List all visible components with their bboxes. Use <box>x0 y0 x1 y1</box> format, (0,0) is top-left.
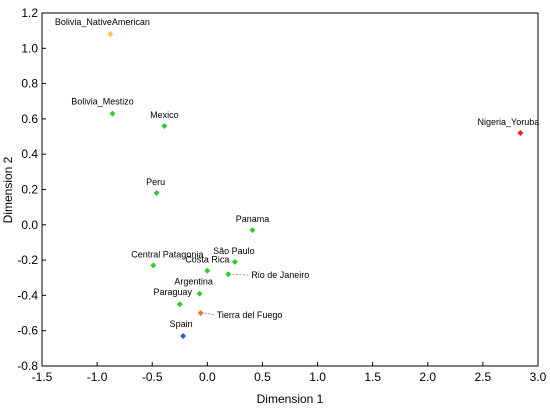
y-tick-label: 1.2 <box>21 6 38 20</box>
data-point <box>249 227 256 234</box>
x-axis-title: Dimension 1 <box>257 392 324 406</box>
y-tick-label: -0.4 <box>17 288 38 302</box>
x-tick-label: 0.5 <box>254 370 271 384</box>
leader-line <box>232 273 250 276</box>
data-point <box>204 267 211 274</box>
data-point <box>517 130 524 137</box>
plot-area-frame <box>41 12 539 367</box>
data-point <box>107 31 114 38</box>
point-label: Mexico <box>150 110 179 120</box>
x-tick-label: 1.0 <box>309 370 326 384</box>
y-tick-label: -0.2 <box>17 253 38 267</box>
y-tick-label: -0.8 <box>17 359 38 373</box>
y-tick-label: 0.2 <box>21 183 38 197</box>
point-label: Tierra del Fuego <box>217 310 283 320</box>
point-label: Spain <box>170 319 193 329</box>
y-tick-label: -0.6 <box>17 324 38 338</box>
point-label: Costa Rica <box>185 255 229 265</box>
y-tick-label: 0.8 <box>21 77 38 91</box>
x-tick-label: 3.0 <box>530 370 547 384</box>
x-tick-label: -0.5 <box>142 370 163 384</box>
data-points <box>107 31 524 339</box>
point-label: Panama <box>236 214 270 224</box>
data-point <box>153 190 160 197</box>
leader-line <box>204 312 215 316</box>
data-point <box>225 271 232 278</box>
axis-ticks: -1.5 -1.0 -0.5 0.0 0.5 1.0 1.5 2.0 2.5 3.0 -0.8 -0.… <box>17 6 546 384</box>
data-point <box>109 110 116 117</box>
data-point <box>180 332 187 339</box>
y-axis-title: Dimension 2 <box>1 156 15 223</box>
y-tick-label: 0.0 <box>21 218 38 232</box>
point-label: Paraguay <box>154 287 193 297</box>
point-label: Central Patagonia <box>131 249 203 259</box>
data-point <box>197 310 204 317</box>
point-labels: Bolivia_NativeAmerican Bolivia_Mestizo Mex… <box>55 17 539 329</box>
x-tick-label: -1.0 <box>87 370 108 384</box>
point-label: Argentina <box>174 277 213 287</box>
point-label: Bolivia_Mestizo <box>71 97 134 107</box>
point-label: São Paulo <box>213 246 255 256</box>
leader-lines <box>204 273 250 316</box>
x-tick-label: -1.5 <box>32 370 53 384</box>
data-point <box>150 262 157 269</box>
y-tick-label: 0.6 <box>21 112 38 126</box>
x-tick-label: 2.5 <box>475 370 492 384</box>
x-tick-label: 2.0 <box>419 370 436 384</box>
x-tick-label: 1.5 <box>364 370 381 384</box>
data-point <box>176 301 183 308</box>
y-tick-label: 1.0 <box>21 41 38 55</box>
point-label: Bolivia_NativeAmerican <box>55 17 150 27</box>
data-point <box>196 290 203 297</box>
data-point <box>231 258 238 265</box>
x-tick-label: 0.0 <box>199 370 216 384</box>
data-point <box>161 122 168 129</box>
point-label: Rio de Janeiro <box>251 270 309 280</box>
point-label: Nigeria_Yoruba <box>478 117 540 127</box>
point-label: Peru <box>146 177 165 187</box>
y-tick-label: 0.4 <box>21 147 38 161</box>
